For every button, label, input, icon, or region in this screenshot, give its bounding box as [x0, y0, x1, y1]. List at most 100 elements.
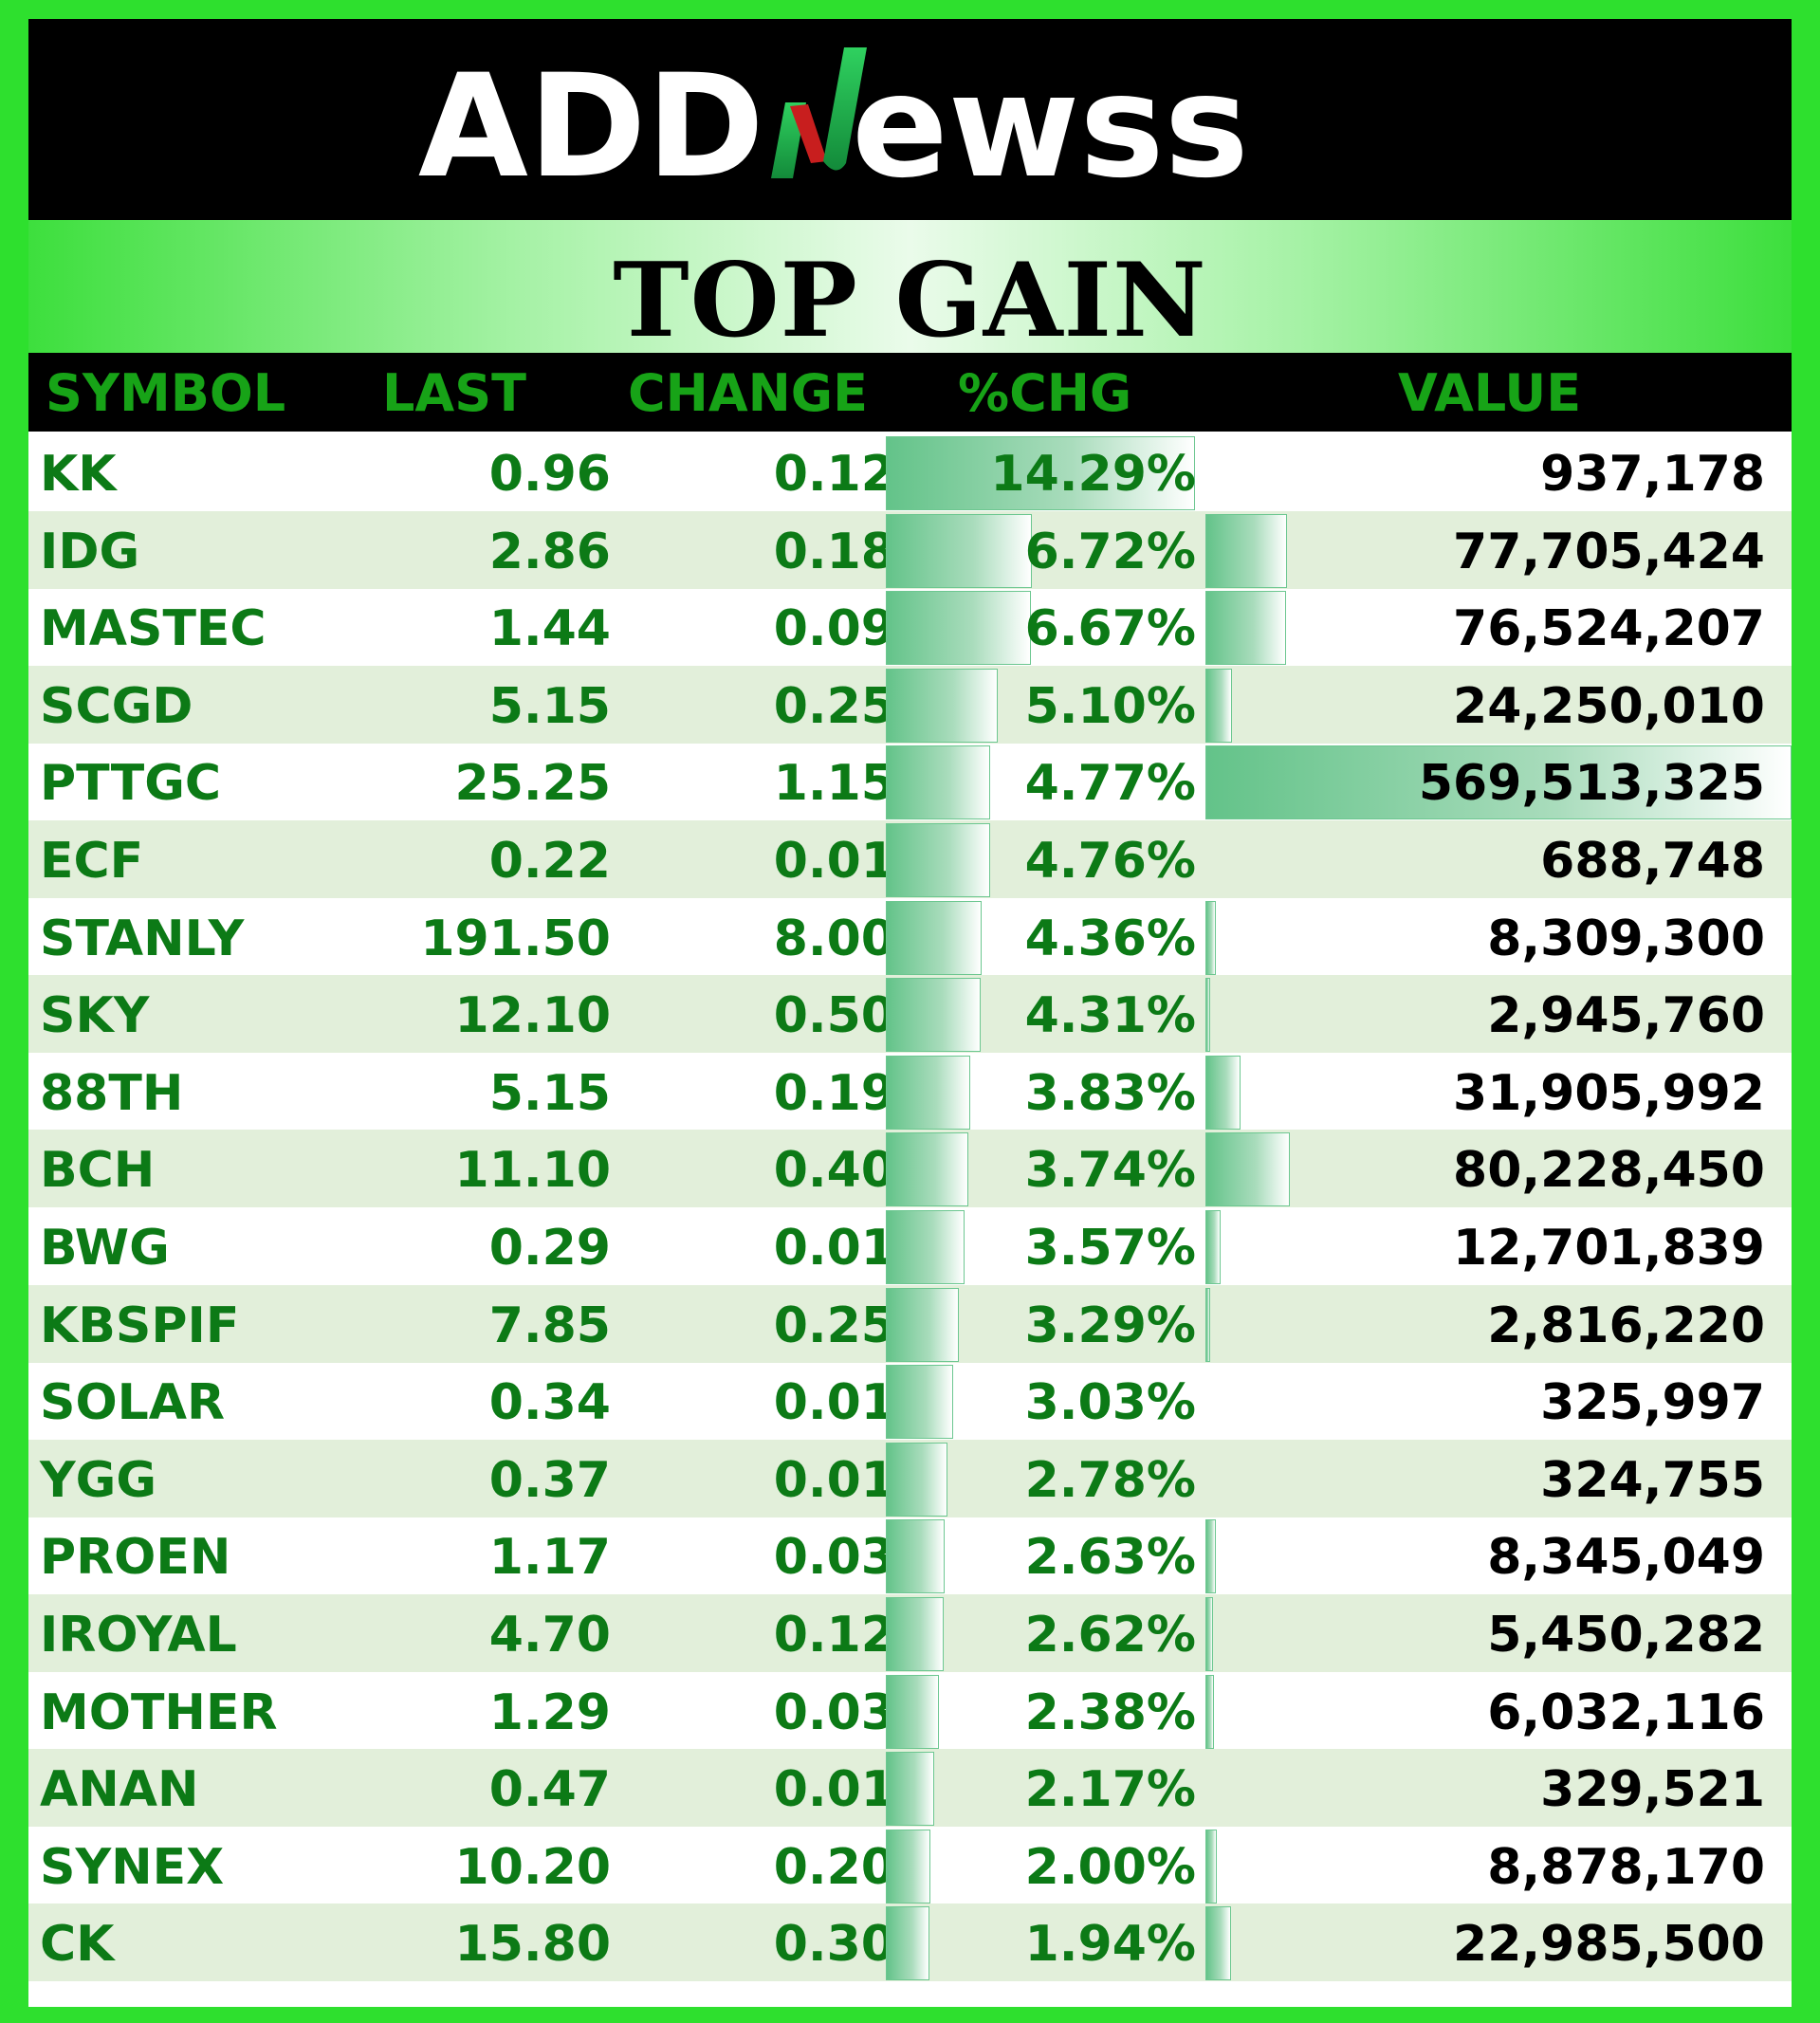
cell-pct-change: 4.76%	[1024, 833, 1196, 890]
header-value: VALUE	[1398, 363, 1582, 423]
header-last: LAST	[382, 363, 526, 423]
cell-symbol: SYNEX	[40, 1838, 225, 1896]
cell-pct-change: 2.62%	[1024, 1607, 1196, 1664]
cell-pct-change: 2.00%	[1024, 1838, 1196, 1896]
cell-last: 11.10	[454, 1142, 611, 1200]
value-bar	[1205, 668, 1233, 743]
table-row: 88TH 5.15 0.19 3.83% 31,905,992	[28, 1053, 1792, 1131]
page-title: TOP GAIN	[613, 241, 1207, 360]
cell-change: 0.12	[773, 446, 895, 503]
pct-change-bar	[886, 1287, 959, 1362]
logo-n-mark-icon	[771, 47, 867, 178]
cell-pct-change: 2.63%	[1024, 1529, 1196, 1587]
cell-symbol: MASTEC	[40, 600, 267, 658]
cell-last: 7.85	[488, 1297, 611, 1354]
cell-value: 688,748	[1540, 833, 1765, 890]
cell-pct-change: 3.03%	[1024, 1374, 1196, 1432]
cell-pct-change: 3.83%	[1024, 1064, 1196, 1122]
header-change: CHANGE	[628, 363, 869, 423]
value-bar	[1205, 1287, 1211, 1362]
cell-pct-change: 4.77%	[1024, 755, 1196, 813]
cell-pct-change: 5.10%	[1024, 677, 1196, 735]
cell-change: 8.00	[773, 910, 895, 967]
cell-pct-change: 2.38%	[1024, 1683, 1196, 1741]
cell-last: 5.15	[488, 1064, 611, 1122]
cell-last: 12.10	[454, 987, 611, 1045]
value-bar	[1205, 1906, 1231, 1981]
cell-change: 0.20	[773, 1838, 895, 1896]
cell-last: 15.80	[454, 1916, 611, 1974]
pct-change-bar	[886, 1674, 939, 1749]
table-row: MOTHER 1.29 0.03 2.38% 6,032,116	[28, 1672, 1792, 1750]
cell-symbol: ECF	[40, 833, 144, 890]
pct-change-bar	[886, 1597, 945, 1671]
pct-change-bar	[886, 900, 982, 975]
cell-pct-change: 6.67%	[1024, 600, 1196, 658]
cell-value: 76,524,207	[1453, 600, 1765, 658]
cell-symbol: BCH	[40, 1142, 156, 1200]
value-bar	[1205, 1674, 1214, 1749]
header-pct-change: %CHG	[958, 363, 1132, 423]
cell-change: 0.01	[773, 1761, 895, 1819]
value-bar	[1205, 513, 1288, 588]
table-row: ANAN 0.47 0.01 2.17% 329,521	[28, 1749, 1792, 1828]
cell-change: 0.18	[773, 523, 895, 580]
cell-value: 324,755	[1540, 1451, 1765, 1509]
cell-change: 0.01	[773, 1220, 895, 1277]
cell-symbol: PROEN	[40, 1529, 231, 1587]
title-bar	[28, 220, 1792, 372]
cell-symbol: KK	[40, 446, 117, 503]
cell-last: 0.37	[488, 1451, 611, 1509]
cell-value: 8,878,170	[1487, 1838, 1765, 1896]
cell-change: 0.03	[773, 1529, 895, 1587]
cell-last: 10.20	[454, 1838, 611, 1896]
cell-last: 0.47	[488, 1761, 611, 1819]
cell-value: 8,345,049	[1487, 1529, 1765, 1587]
value-bar	[1205, 1829, 1217, 1903]
value-bar	[1205, 1597, 1213, 1671]
table-row: SCGD 5.15 0.25 5.10% 24,250,010	[28, 665, 1792, 744]
logo-bar: ADD ewss	[28, 19, 1792, 220]
pct-change-bar	[886, 745, 991, 820]
cell-change: 0.03	[773, 1683, 895, 1741]
cell-last: 2.86	[488, 523, 611, 580]
cell-change: 0.40	[773, 1142, 895, 1200]
value-bar	[1205, 978, 1211, 1053]
table-row: PTTGC 25.25 1.15 4.77% 569,513,325	[28, 743, 1792, 820]
cell-pct-change: 3.29%	[1024, 1297, 1196, 1354]
value-bar	[1205, 1519, 1217, 1594]
cell-pct-change: 6.72%	[1024, 523, 1196, 580]
value-bar	[1205, 900, 1216, 975]
table-row: IROYAL 4.70 0.12 2.62% 5,450,282	[28, 1594, 1792, 1672]
cell-symbol: SOLAR	[40, 1374, 226, 1432]
table-row: SOLAR 0.34 0.01 3.03% 325,997	[28, 1362, 1792, 1440]
table-row: YGG 0.37 0.01 2.78% 324,755	[28, 1439, 1792, 1517]
pct-change-bar	[886, 436, 1195, 510]
logo-text-left: ADD	[418, 45, 764, 210]
cell-last: 1.44	[488, 600, 611, 658]
pct-change-bar	[886, 1906, 929, 1981]
table-row: PROEN 1.17 0.03 2.63% 8,345,049	[28, 1517, 1792, 1594]
cell-value: 12,701,839	[1453, 1220, 1765, 1277]
cell-symbol: KBSPIF	[40, 1297, 240, 1354]
pct-change-bar	[886, 978, 981, 1053]
table-row: KBSPIF 7.85 0.25 3.29% 2,816,220	[28, 1284, 1792, 1363]
cell-change: 0.25	[773, 1297, 895, 1354]
cell-change: 0.09	[773, 600, 895, 658]
cell-pct-change: 2.78%	[1024, 1451, 1196, 1509]
cell-change: 0.25	[773, 677, 895, 735]
cell-symbol: BWG	[40, 1220, 170, 1277]
cell-pct-change: 3.57%	[1024, 1220, 1196, 1277]
logo-text-right: ewss	[852, 45, 1249, 210]
cell-value: 2,945,760	[1487, 987, 1765, 1045]
cell-last: 191.50	[420, 910, 611, 967]
table-header: SYMBOL LAST CHANGE %CHG VALUE	[28, 353, 1792, 432]
cell-symbol: IROYAL	[40, 1607, 237, 1664]
pct-change-bar	[886, 1752, 935, 1827]
pct-change-bar	[886, 1519, 945, 1594]
cell-value: 8,309,300	[1487, 910, 1765, 967]
cell-pct-change: 4.36%	[1024, 910, 1196, 967]
pct-change-bar	[886, 1829, 931, 1903]
cell-value: 2,816,220	[1487, 1297, 1765, 1354]
cell-pct-change: 2.17%	[1024, 1761, 1196, 1819]
